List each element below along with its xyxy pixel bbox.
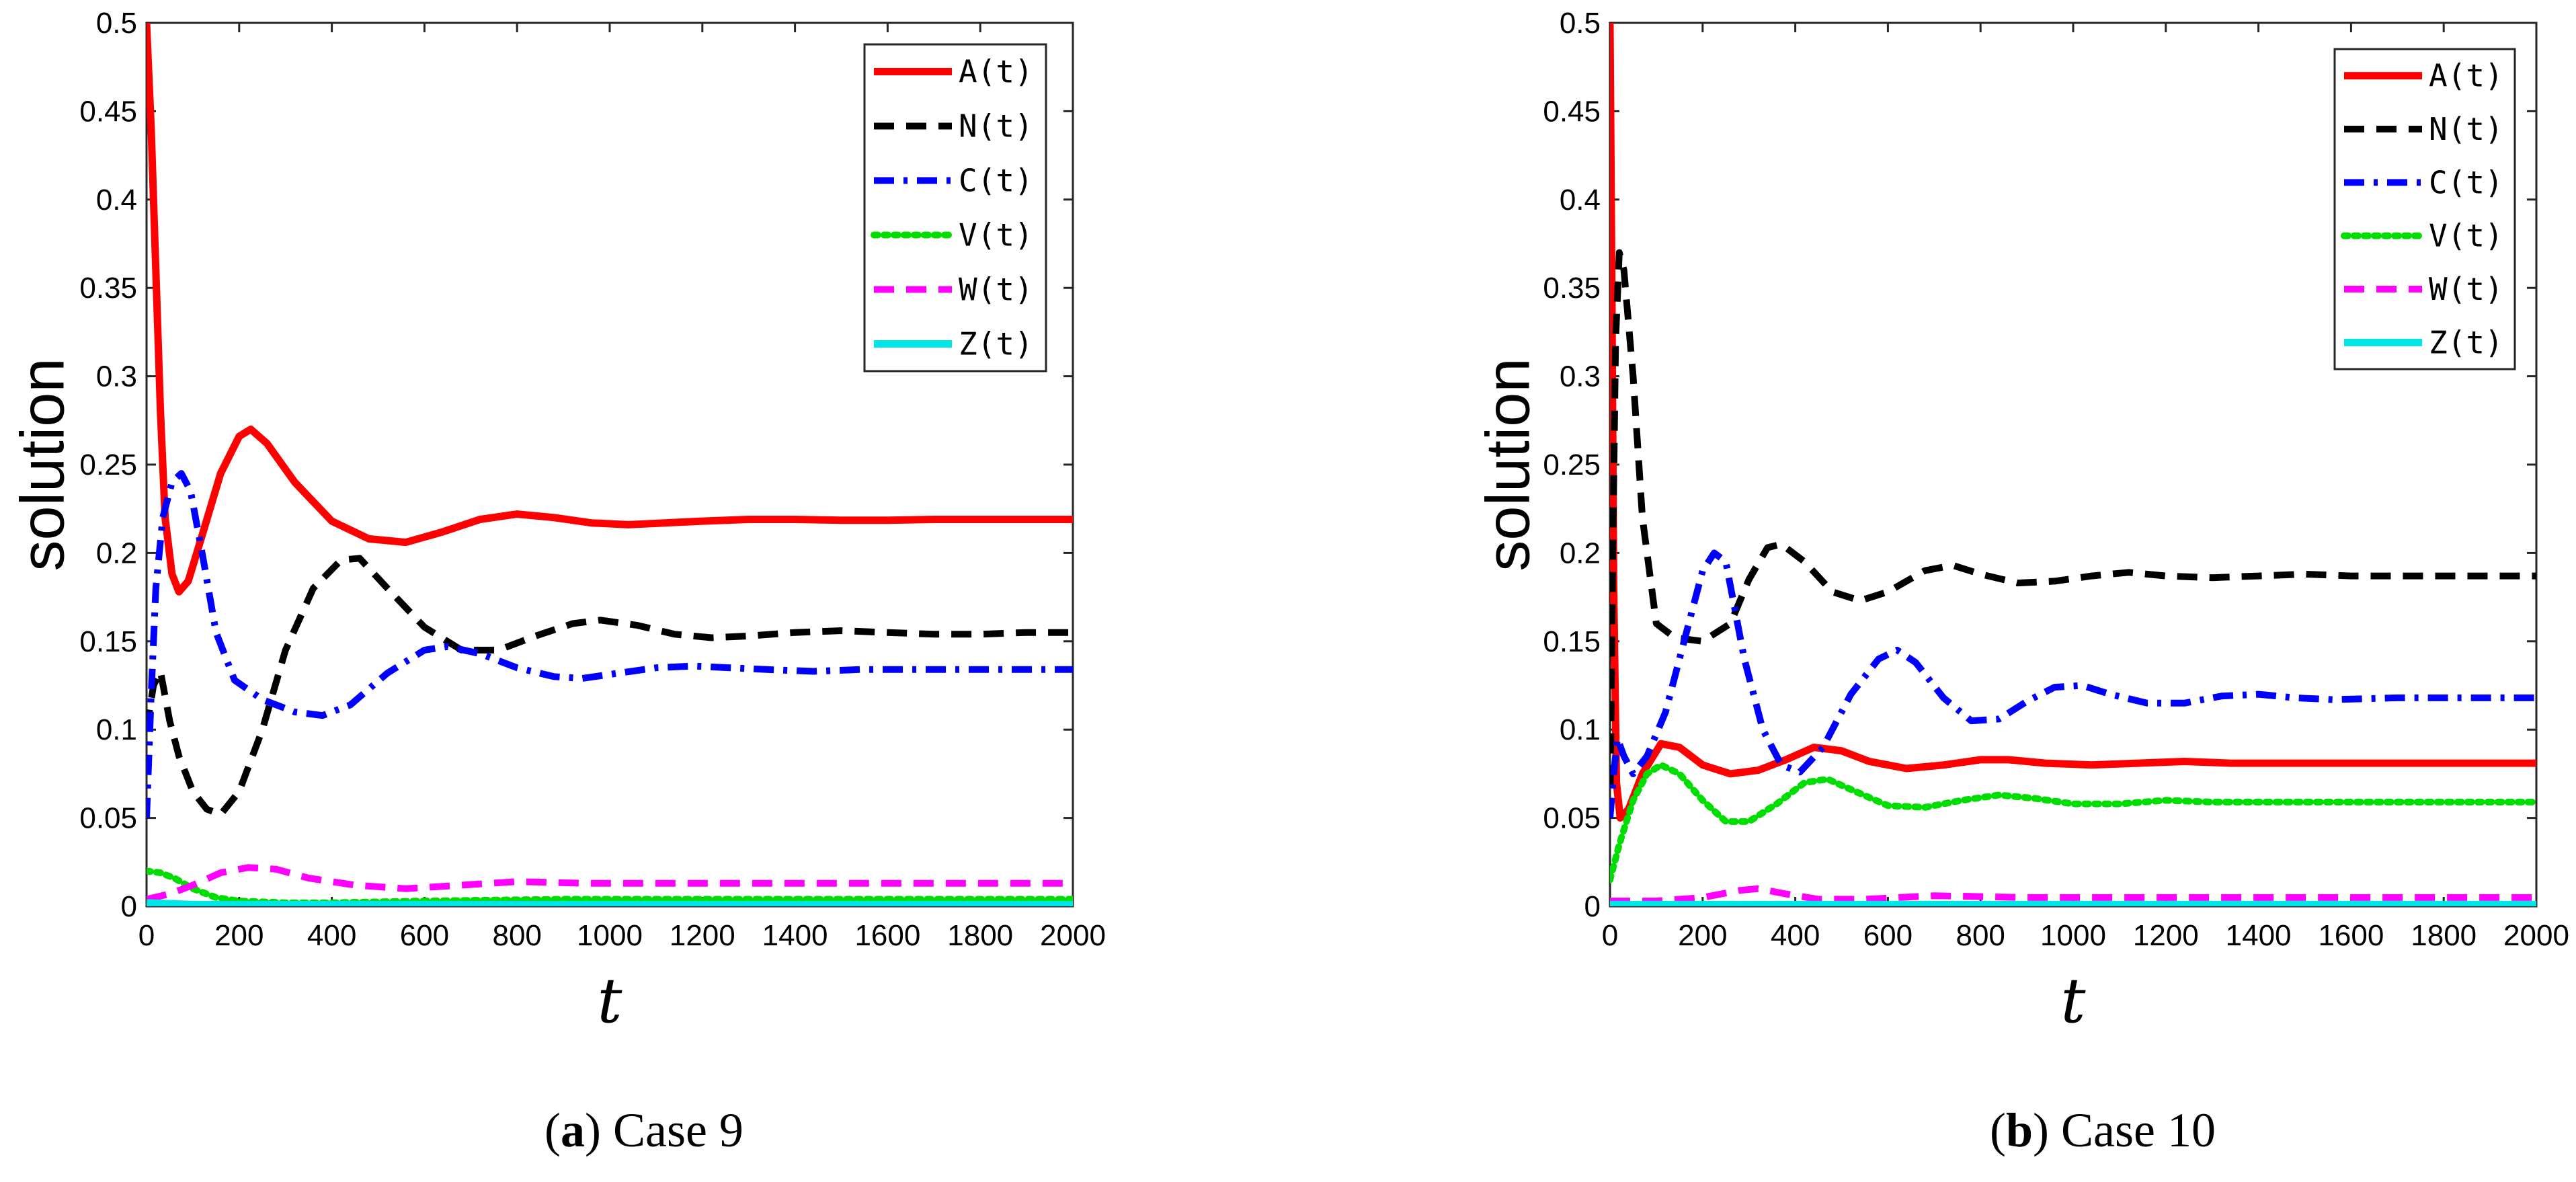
chart-panel-a: 0 200 400 600 800 1000 1200 1400 1600 1800 2000 0 0.…: [8, 7, 1106, 1037]
y-tick-label: 0: [121, 890, 137, 923]
y-tick-label: 0.1: [96, 713, 137, 746]
caption-b-tag: b: [2005, 1103, 2034, 1157]
legend-label: V(t): [2429, 218, 2503, 254]
x-tick-label: 1200: [2133, 919, 2199, 952]
series-line-wt: [147, 864, 1073, 903]
y-tick-label: 0.4: [1560, 184, 1601, 216]
y-tick-label: 0: [1584, 890, 1601, 923]
x-tick-label: 1400: [2226, 919, 2292, 952]
y-tick-label: 0.4: [96, 184, 137, 216]
y-tick-label: 0.3: [96, 360, 137, 393]
x-tick-label: 400: [1771, 919, 1820, 952]
x-tick-label: 1400: [762, 919, 828, 952]
x-tick-label: 0: [1602, 919, 1618, 952]
legend-label: N(t): [959, 108, 1033, 145]
y-tick-label: 0.1: [1560, 713, 1601, 746]
legend-label: Z(t): [2429, 324, 2503, 360]
caption-a: (a) Case 9: [545, 1103, 743, 1157]
legend-box: [2333, 48, 2516, 370]
y-axis-label: solution: [8, 358, 77, 571]
legend-box: [863, 43, 1047, 372]
x-tick-label: 1000: [577, 919, 643, 952]
y-axis-label: solution: [1474, 358, 1542, 571]
legend-label: N(t): [2429, 111, 2503, 147]
caption-a-text: Case 9: [612, 1103, 743, 1157]
series-line-wt: [1610, 885, 2536, 905]
series-group: [147, 23, 1073, 906]
y-tick-label: 0.15: [1543, 625, 1601, 658]
x-tick-label: 800: [492, 919, 541, 952]
x-axis-label: t: [2061, 965, 2087, 1037]
y-tick-label: 0.2: [96, 537, 137, 569]
y-tick-label: 0.45: [1543, 95, 1601, 128]
legend-label: Z(t): [959, 326, 1033, 362]
x-tick-label: 600: [1863, 919, 1913, 952]
caption-b-text: Case 10: [2061, 1103, 2216, 1157]
legend-label: W(t): [2429, 271, 2503, 307]
legend-label: C(t): [2429, 164, 2503, 200]
caption-a-tag: a: [560, 1103, 585, 1157]
legend: A(t) N(t) C(t) V(t) W(t) Z(t): [863, 43, 1047, 372]
x-tick-label: 1600: [854, 919, 920, 952]
y-tick-label: 0.35: [79, 272, 137, 305]
x-tick-label: 1800: [2411, 919, 2477, 952]
legend-label: W(t): [959, 272, 1033, 308]
x-tick-label: 800: [1956, 919, 2005, 952]
series-line-at: [1610, 23, 2536, 822]
y-tick-label: 0.5: [96, 7, 137, 40]
series-line-nt: [1610, 249, 2536, 818]
x-tick-label: 400: [307, 919, 356, 952]
series-group: [1610, 23, 2536, 906]
legend-label: A(t): [2429, 58, 2503, 94]
x-tick-label: 600: [400, 919, 449, 952]
y-tick-label: 0.25: [1543, 448, 1601, 481]
y-tick-label: 0.25: [79, 448, 137, 481]
x-tick-label: 200: [1678, 919, 1727, 952]
x-tick-label: 200: [214, 919, 264, 952]
y-tick-label: 0.3: [1560, 360, 1601, 393]
series-line-ct: [1610, 549, 2536, 819]
y-tick-label: 0.05: [79, 802, 137, 835]
series-line-zt: [147, 899, 1073, 906]
x-tick-label: 1600: [2318, 919, 2384, 952]
x-tick-label: 1000: [2040, 919, 2106, 952]
x-tick-label: 0: [138, 919, 155, 952]
series-line-ct: [147, 470, 1073, 818]
x-axis-label: t: [598, 965, 623, 1037]
x-tick-label: 2000: [1040, 919, 1106, 952]
legend: A(t) N(t) C(t) V(t) W(t) Z(t): [2333, 48, 2516, 370]
series-line-vt: [1610, 761, 2536, 883]
x-tick-label: 1800: [947, 919, 1013, 952]
x-tick-label: 2000: [2503, 919, 2569, 952]
y-tick-label: 0.05: [1543, 802, 1601, 835]
x-tick-label: 1200: [670, 919, 735, 952]
legend-label: V(t): [959, 217, 1033, 253]
chart-panel-b: 0 200 400 600 800 1000 1200 1400 1600 1800 2000 0 0.…: [1474, 7, 2569, 1037]
series-line-at: [147, 23, 1073, 596]
legend-label: C(t): [959, 163, 1033, 199]
y-tick-label: 0.2: [1560, 537, 1601, 569]
legend-label: A(t): [959, 54, 1033, 90]
y-tick-label: 0.5: [1560, 7, 1601, 40]
series-line-nt: [147, 555, 1073, 818]
y-tick-label: 0.15: [79, 625, 137, 658]
y-tick-label: 0.35: [1543, 272, 1601, 305]
y-tick-label: 0.45: [79, 95, 137, 128]
caption-b: (b) Case 10: [1990, 1103, 2216, 1157]
